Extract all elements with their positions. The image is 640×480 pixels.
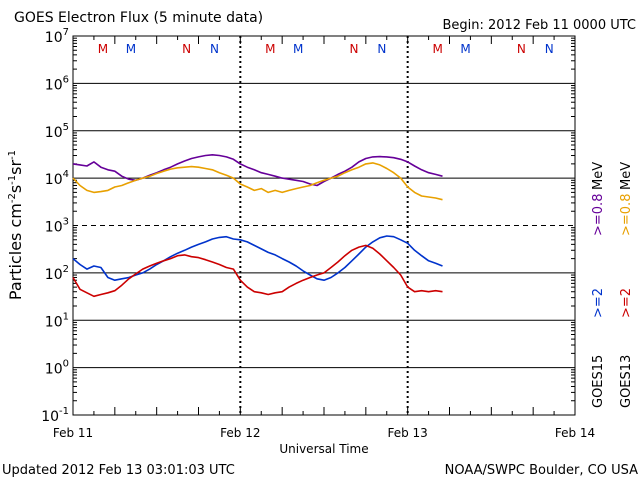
marker-label: N [182, 42, 191, 56]
x-tick-label: Feb 12 [220, 426, 260, 440]
y-tick-label: 101 [45, 311, 69, 330]
right-legend: GOES15 GOES13 >=2 >=2 >=0.8 >=0.8 MeV Me… [591, 162, 634, 408]
y-tick-label: 103 [45, 217, 69, 236]
legend-goes13-2mev: >=2 [619, 288, 634, 318]
y-tick-exponent: 0 [63, 359, 69, 370]
y-tick-base: 10 [45, 314, 63, 330]
y-label-base: Particles cm [6, 203, 25, 300]
footer-updated: Updated 2012 Feb 13 03:01:03 UTC [2, 463, 235, 478]
y-tick-label: 107 [45, 27, 69, 46]
marker-label: M [432, 42, 442, 56]
legend-goes13-label: GOES13 [619, 355, 634, 408]
marker-label: M [265, 42, 275, 56]
y-tick-base: 10 [45, 30, 63, 46]
y-tick-label: 106 [45, 74, 69, 93]
y-tick-label: 104 [45, 169, 69, 188]
y-tick-exponent: 7 [63, 27, 69, 38]
y-tick-exponent: -1 [59, 406, 69, 417]
marker-label: N [517, 42, 526, 56]
marker-label: M [293, 42, 303, 56]
series-line-0 [72, 154, 443, 187]
y-tick-base: 10 [45, 125, 63, 141]
legend-goes15-label: GOES15 [591, 355, 606, 408]
y-tick-base: 10 [41, 409, 59, 425]
series-line-3 [72, 244, 443, 298]
legend-mev-unit-2: MeV [619, 162, 634, 190]
chart-title: GOES Electron Flux (5 minute data) [14, 10, 263, 26]
y-tick-label: 100 [45, 359, 69, 378]
y-tick-label: 105 [45, 122, 69, 141]
legend-goes13-08mev: >=0.8 [619, 194, 634, 236]
y-tick-exponent: 1 [63, 311, 69, 322]
legend-goes15-2mev: >=2 [591, 288, 606, 318]
marker-label: N [545, 42, 554, 56]
y-tick-exponent: 4 [63, 169, 69, 180]
y-tick-base: 10 [45, 77, 63, 93]
marker-label: N [210, 42, 219, 56]
marker-label: M [98, 42, 108, 56]
marker-label: N [349, 42, 358, 56]
x-axis-ticks [72, 36, 576, 415]
grid-lines [73, 37, 575, 402]
series-line-2 [72, 235, 443, 282]
marker-label: M [460, 42, 470, 56]
footer-source: NOAA/SWPC Boulder, CO USA [445, 463, 638, 478]
series-line-1 [72, 162, 443, 201]
legend-goes15-08mev: >=0.8 [591, 194, 606, 236]
y-label-sup-3: -1 [7, 150, 18, 160]
y-label-mid-2: sr [6, 160, 25, 175]
begin-time: Begin: 2012 Feb 11 0000 UTC [442, 18, 636, 33]
marker-label: M [126, 42, 136, 56]
day-divider-lines [239, 36, 409, 415]
legend-mev-unit-1: MeV [591, 162, 606, 190]
y-label-sup-1: -2 [7, 193, 18, 203]
x-tick-label: Feb 14 [555, 426, 595, 440]
y-tick-exponent: 3 [63, 217, 69, 228]
y-label-mid-1: s [6, 185, 25, 193]
y-axis-label: Particles cm-2s-1sr-1 [6, 150, 25, 300]
x-tick-label: Feb 13 [387, 426, 427, 440]
series-lines [72, 154, 443, 298]
marker-label: N [377, 42, 386, 56]
y-tick-exponent: 6 [63, 74, 69, 85]
y-label-sup-2: -1 [7, 175, 18, 185]
x-tick-label: Feb 11 [53, 426, 93, 440]
y-tick-base: 10 [45, 172, 63, 188]
y-tick-exponent: 5 [63, 122, 69, 133]
y-tick-exponent: 2 [63, 264, 69, 275]
x-axis-label: Universal Time [279, 442, 368, 456]
y-tick-base: 10 [45, 220, 63, 236]
y-tick-base: 10 [45, 362, 63, 378]
y-tick-base: 10 [45, 267, 63, 283]
x-axis-tick-labels: Feb 11 Feb 12 Feb 13 Feb 14 [53, 426, 595, 440]
y-tick-label: 102 [45, 264, 69, 283]
y-tick-label: 10-1 [41, 406, 69, 425]
